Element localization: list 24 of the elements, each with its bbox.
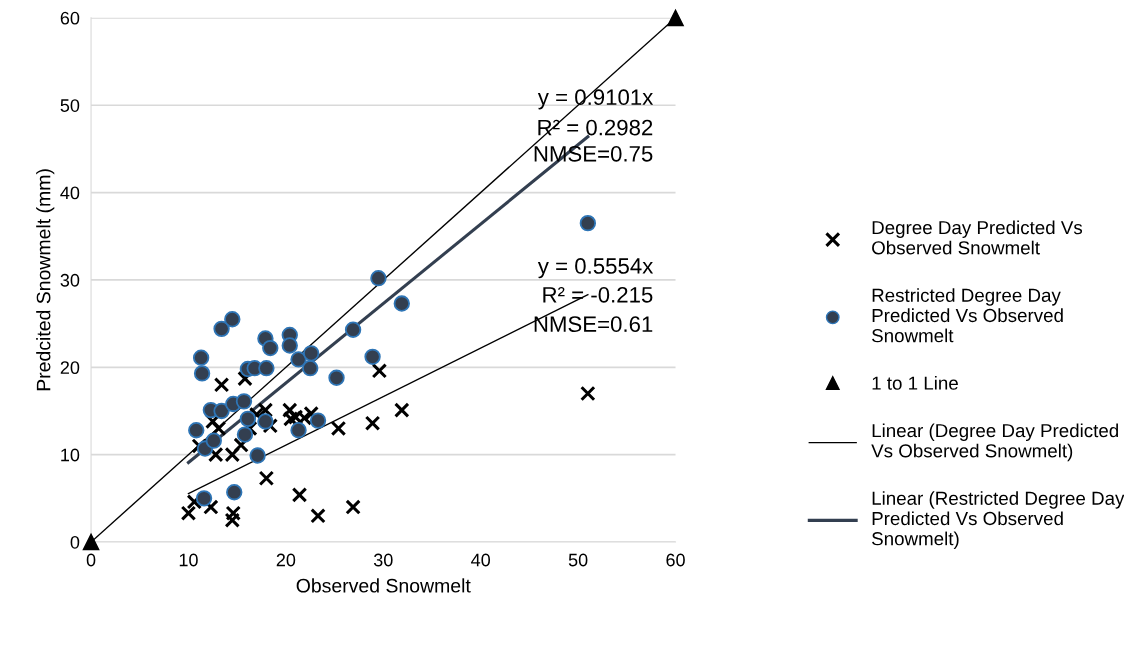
annotation: y = 0.5554x [537, 258, 654, 279]
x-axis-title: Observed Snowmelt [296, 578, 471, 593]
y-tick-label: 0 [70, 535, 80, 549]
legend-label: Degree Day Predicted Vs Observed Snowmelt [872, 220, 1083, 255]
y-tick-label: 50 [60, 99, 80, 112]
legend-label: Restricted Degree Day Predicted Vs Observed Snowmelt [872, 288, 1063, 343]
y-tick-label: 30 [60, 273, 80, 287]
y-axis-title: Predcited Snowmelt (mm) [36, 169, 55, 391]
legend-label: Linear (Degree Day Predicted Vs Observed Snowmelt) [871, 423, 1119, 462]
annotation: R² = -0.215 [543, 286, 653, 303]
x-tick-label: 60 [666, 553, 685, 567]
y-tick-label: 40 [60, 186, 80, 200]
x-tick-label: 0 [86, 553, 96, 567]
x-tick-label: 20 [276, 553, 296, 567]
x-tick-label: 30 [373, 553, 393, 567]
legend-label: 1 to 1 Line [872, 376, 958, 390]
x-tick-label: 10 [179, 553, 198, 567]
y-tick-label: 60 [60, 11, 80, 25]
x-tick-label: 40 [471, 553, 491, 567]
annotation: NMSE=0.61 [534, 316, 653, 333]
legend-label: Linear (Restricted Degree Day Predicted Vs Observed Snowmelt) [872, 491, 1124, 550]
x-tick-label: 50 [568, 553, 588, 567]
y-tick-label: 20 [60, 361, 80, 375]
y-tick-label: 10 [61, 448, 80, 462]
